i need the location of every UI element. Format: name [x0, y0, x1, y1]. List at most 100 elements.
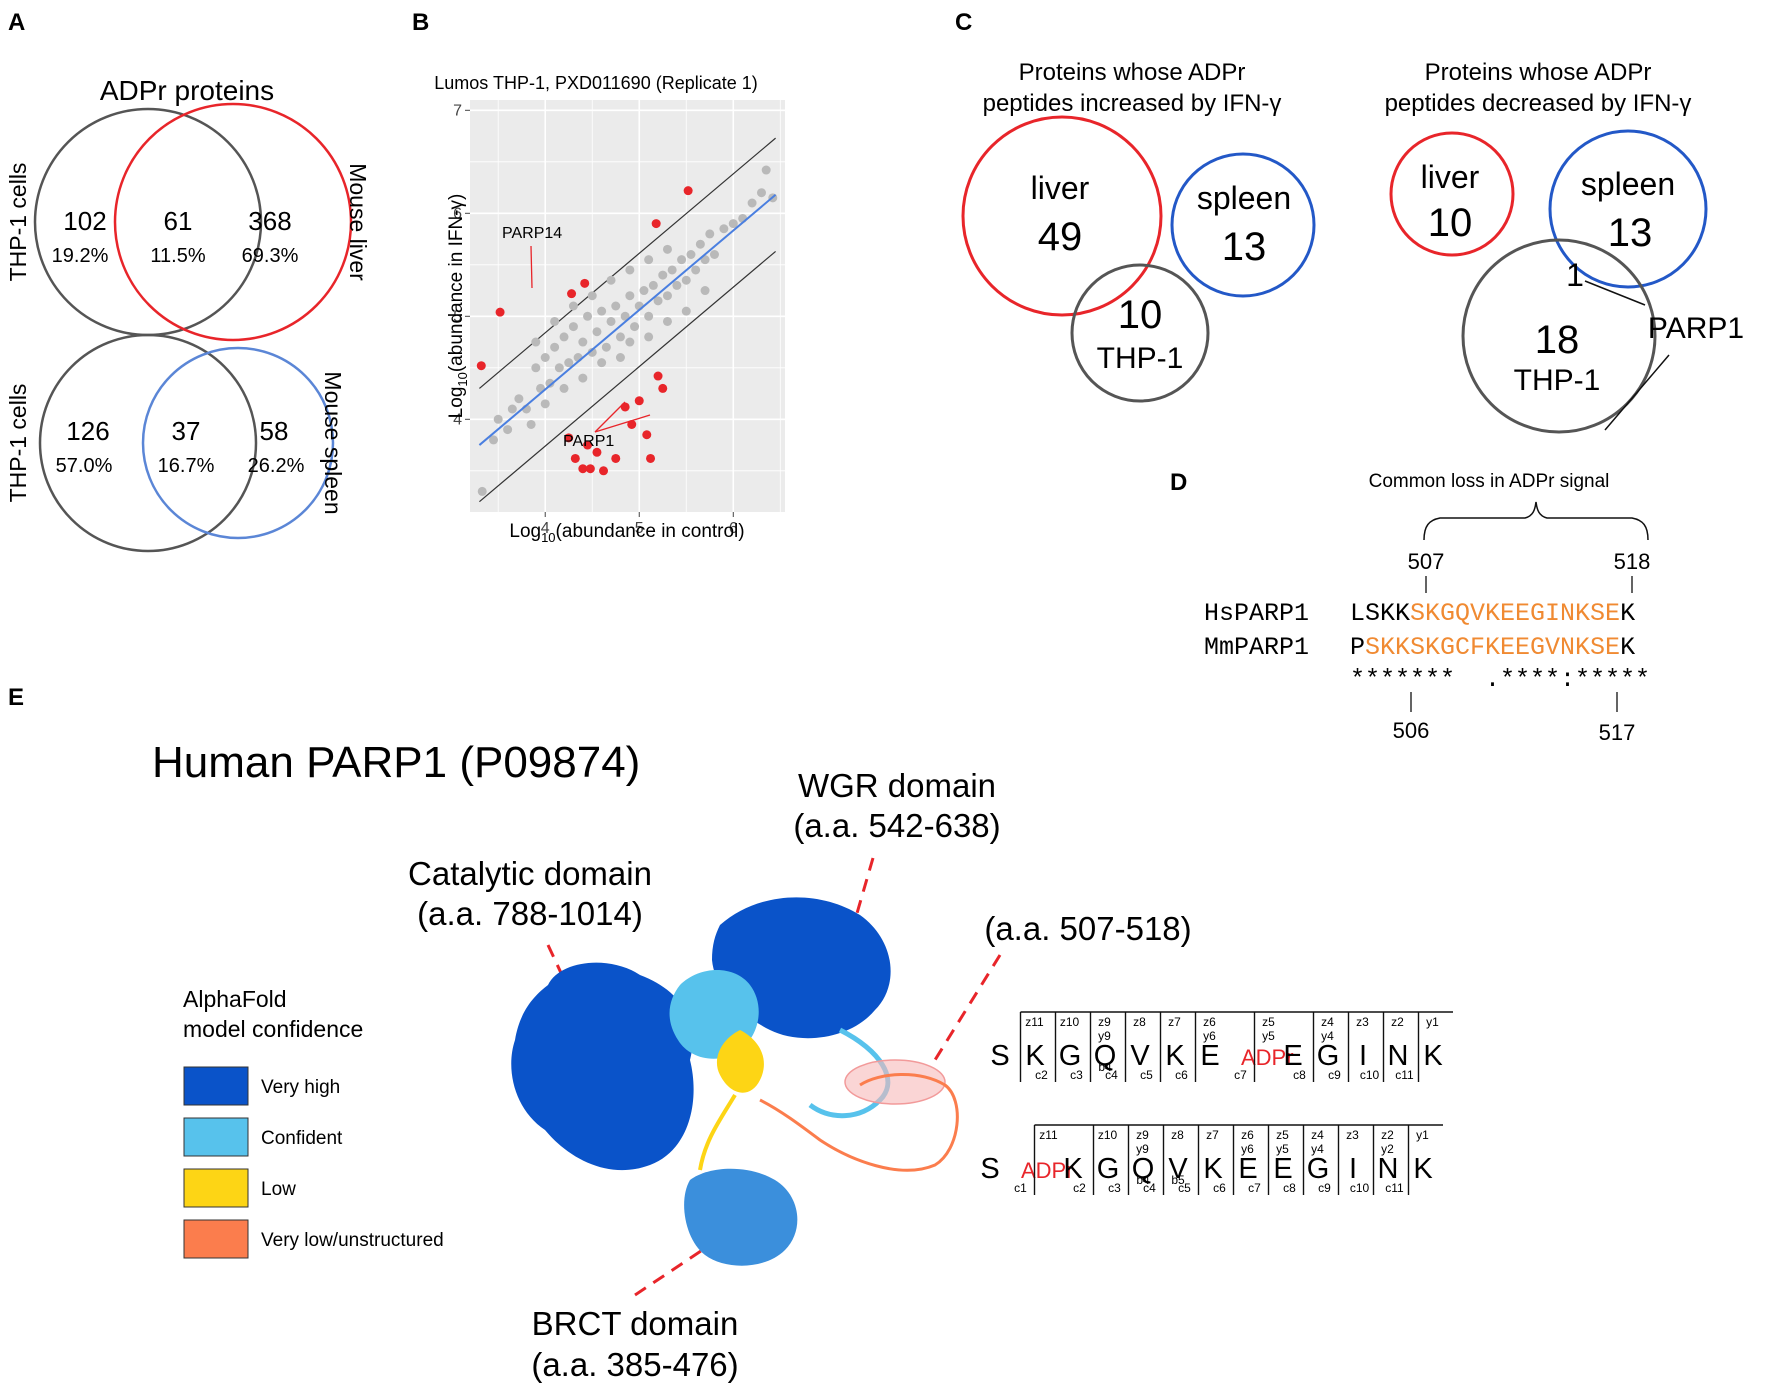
grey-point [662, 244, 672, 254]
dec-spleen-count: 13 [1608, 211, 1653, 255]
z-ion-label: z2 [1381, 1128, 1394, 1142]
grey-point [620, 311, 630, 321]
brct-pointer [634, 1243, 711, 1297]
pos-506: 506 [1393, 718, 1430, 743]
x-tick-label: 4 [541, 520, 550, 537]
residue: V [1130, 1040, 1150, 1072]
z-ion-label: y1 [1426, 1015, 1439, 1029]
adpr-label: ADPr [1021, 1158, 1074, 1183]
grey-point [644, 332, 654, 342]
c-ion-label: c8 [1283, 1181, 1296, 1195]
residue: K [1165, 1040, 1185, 1072]
venn-bottom: THP-1 cells Mouse spleen 126 57.0% 37 16… [5, 333, 346, 553]
inc-spleen-count: 13 [1222, 225, 1267, 269]
panel-label-a: A [8, 9, 25, 36]
grey-point [672, 280, 682, 290]
z-ion-label: z3 [1346, 1128, 1359, 1142]
venn-top-left-pct: 19.2% [52, 245, 109, 267]
panel-c-right-title-2: peptides decreased by IFN-γ [1385, 90, 1692, 117]
grey-point [695, 239, 705, 249]
venn-bottom-left-count: 126 [66, 416, 109, 446]
chart-ticks: 4 5 6 4 5 6 7 [453, 102, 738, 537]
c-ion-label: c4 [1143, 1181, 1156, 1195]
red-point [611, 453, 621, 463]
red-point [592, 447, 602, 457]
red-point [653, 371, 663, 381]
venn-bottom-thp1-circle [38, 333, 258, 553]
venn-top-right-count: 368 [248, 206, 291, 236]
red-point [683, 186, 693, 196]
venn-bottom-overlap-count: 37 [172, 416, 201, 446]
grey-point [597, 358, 607, 368]
y-ion-label: y6 [1203, 1029, 1216, 1043]
red-point [634, 396, 644, 406]
grey-point [667, 265, 677, 275]
panel-label-c: C [955, 9, 972, 36]
red-point [646, 453, 656, 463]
y-tick-label: 6 [453, 205, 462, 222]
panel-label-e: E [8, 684, 24, 711]
grey-point [700, 286, 710, 296]
venn-top-right-label: Mouse liver [345, 163, 371, 281]
grey-point [662, 291, 672, 301]
grey-point [615, 353, 625, 362]
y-ion-label: y4 [1321, 1029, 1334, 1043]
legend-swatch [183, 1117, 249, 1157]
venn-top-left-count: 102 [63, 206, 106, 236]
y-ion-label: y5 [1262, 1029, 1275, 1043]
residue: E [1283, 1040, 1302, 1072]
grey-point [709, 250, 719, 259]
b-ion-label: b5 [1171, 1173, 1185, 1187]
chart-ylabel: Log10(abundance in IFN-γ) [446, 194, 470, 419]
c-ion-label: c3 [1108, 1181, 1121, 1195]
c-ion-label: c2 [1035, 1068, 1048, 1082]
venn-top-liver-circle [113, 102, 353, 342]
dec-thp1-circle [1461, 238, 1657, 434]
grey-point [477, 486, 487, 496]
y-ion-label: y9 [1098, 1029, 1111, 1043]
c-ion-label: c11 [1395, 1068, 1414, 1082]
grey-point [559, 383, 569, 393]
inc-thp1-label: THP-1 [1097, 342, 1184, 375]
venn-top-overlap-pct: 11.5% [150, 245, 205, 267]
pos-517: 517 [1599, 720, 1636, 745]
grey-point [756, 188, 766, 198]
adpr-label: ADPr [1241, 1045, 1294, 1070]
residue: G [1307, 1153, 1330, 1185]
red-point [627, 419, 637, 429]
seq-hs-name: HsPARP1 [1204, 599, 1309, 628]
z-ion-label: z9 [1098, 1015, 1111, 1029]
residue: N [1378, 1153, 1399, 1185]
protein-structure [511, 897, 959, 1266]
grey-point [658, 270, 668, 280]
grey-point [568, 322, 578, 332]
parp1-leader-line-2 [594, 414, 651, 433]
y-ion-label: y6 [1241, 1142, 1254, 1156]
grey-point [686, 250, 696, 259]
dec-spleen-label: spleen [1581, 166, 1675, 202]
grey-point [587, 291, 597, 301]
legend-swatch [183, 1219, 249, 1259]
z-ion-label: z7 [1206, 1128, 1219, 1142]
z-ion-label: z4 [1321, 1015, 1334, 1029]
grey-point [747, 198, 757, 208]
grey-point [681, 306, 691, 316]
grey-point [545, 378, 555, 388]
red-point [651, 219, 661, 229]
z-ion-label: z11 [1039, 1128, 1058, 1142]
chart-bound-lines [479, 137, 776, 503]
residue: K [1423, 1040, 1443, 1072]
grey-point [578, 337, 588, 347]
inc-thp1-count: 10 [1118, 293, 1163, 337]
y-tick-label: 4 [453, 411, 462, 428]
inc-liver-label: liver [1031, 170, 1090, 206]
seq-hs: LSKKSKGQVKEEGINKSEK [1350, 599, 1635, 628]
c-ion-label: c6 [1213, 1181, 1226, 1195]
venn-bottom-right-count: 58 [260, 416, 289, 446]
y-ion-label: y5 [1276, 1142, 1289, 1156]
z-ion-label: z2 [1391, 1015, 1404, 1029]
venn-top-right-pct: 69.3% [242, 245, 299, 267]
red-point [580, 278, 590, 288]
bound-line [479, 137, 776, 389]
legend-swatch [183, 1066, 249, 1106]
